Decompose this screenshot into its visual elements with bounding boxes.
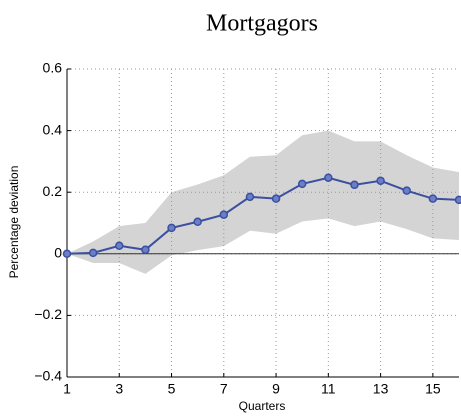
x-tick-label: 15	[425, 381, 441, 397]
data-point	[325, 174, 332, 181]
data-point	[377, 177, 384, 184]
y-tick-label: 0.2	[43, 183, 63, 199]
x-tick-label: 5	[168, 381, 176, 397]
x-tick-label: 9	[272, 381, 280, 397]
x-tick-label: 3	[115, 381, 123, 397]
data-point	[142, 246, 149, 253]
chart-title: Mortgagors	[206, 11, 318, 37]
data-point	[299, 180, 306, 187]
confidence-band	[67, 131, 459, 274]
y-axis-label: Percentage deviation	[7, 166, 21, 279]
x-axis-label: Quarters	[239, 399, 286, 413]
x-tick-label: 11	[321, 381, 336, 397]
y-tick-label: 0	[54, 245, 62, 261]
data-point	[90, 249, 97, 256]
data-point	[456, 196, 461, 203]
x-tick-label: 1	[63, 381, 71, 397]
data-point	[273, 195, 280, 202]
data-point	[220, 211, 227, 218]
y-tick-label: −0.2	[34, 306, 62, 322]
data-point	[429, 195, 436, 202]
data-point	[194, 218, 201, 225]
data-point	[116, 242, 123, 249]
y-tick-label: −0.4	[34, 368, 62, 384]
data-point	[168, 224, 175, 231]
y-tick-label: 0.6	[43, 60, 63, 76]
x-tick-label: 7	[220, 381, 228, 397]
data-point	[351, 181, 358, 188]
x-tick-label: 13	[373, 381, 389, 397]
data-point	[246, 193, 253, 200]
data-point	[64, 250, 71, 257]
y-tick-label: 0.4	[43, 121, 63, 137]
data-point	[403, 187, 410, 194]
